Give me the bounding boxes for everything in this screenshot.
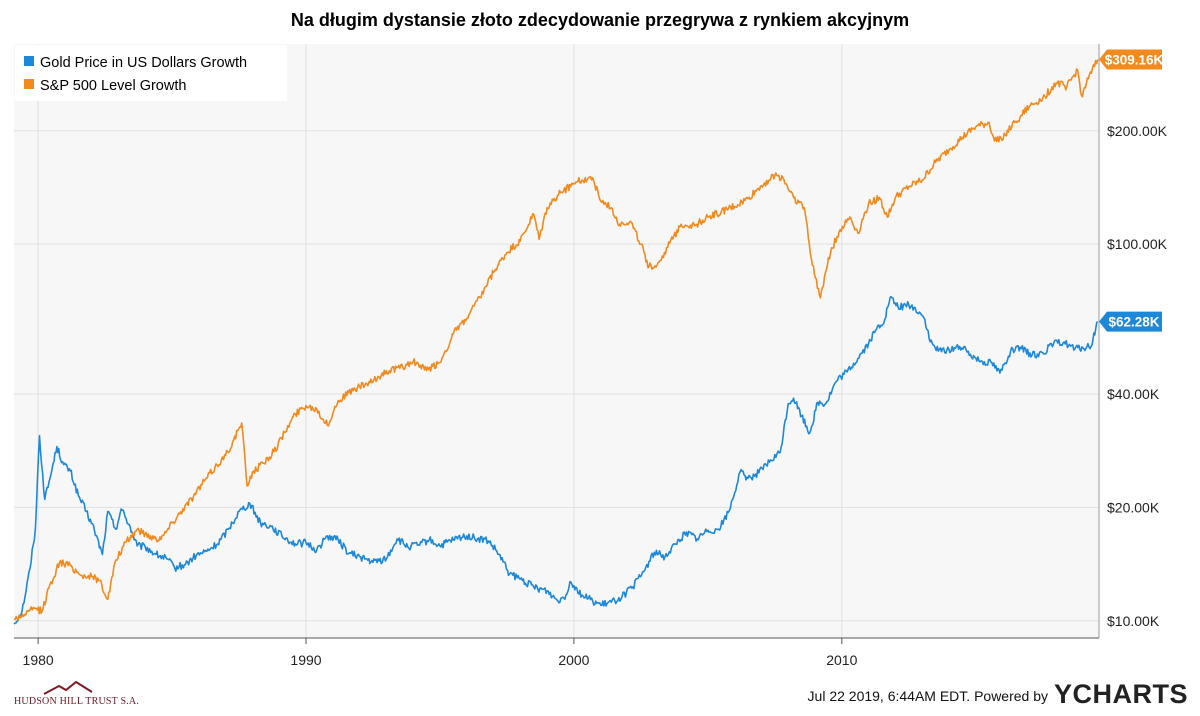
y-tick-label: $100.00K	[1107, 236, 1168, 252]
y-tick-label: $10.00K	[1107, 613, 1160, 629]
end-value-label-0: $62.28K	[1099, 311, 1162, 332]
y-tick-label: $200.00K	[1107, 123, 1168, 139]
series-line-1	[13, 59, 1099, 621]
logo-text: HUDSON HILL TRUST S.A.	[14, 696, 140, 707]
legend-label-gold: Gold Price in US Dollars Growth	[40, 55, 247, 71]
end-label-badge	[1099, 311, 1162, 332]
end-label-text: $309.16K	[1105, 53, 1164, 68]
y-axis-ticks: $10.00K $20.00K $40.00K $100.00K $200.00K	[1107, 123, 1168, 629]
x-tick-label: 1990	[290, 652, 321, 668]
y-tick-label: $40.00K	[1107, 386, 1160, 402]
grid	[14, 44, 1099, 638]
y-tick-label: $20.00K	[1107, 499, 1160, 515]
x-tick-label: 1980	[23, 652, 54, 668]
x-tick-label: 2000	[558, 652, 589, 668]
x-axis-ticks: 1980 1990 2000 2010	[23, 638, 858, 668]
legend: Gold Price in US Dollars Growth S&P 500 …	[15, 45, 287, 101]
axes	[14, 44, 1100, 639]
hudson-hill-logo: HUDSON HILL TRUST S.A.	[14, 678, 174, 712]
plot-area	[14, 44, 1099, 638]
x-tick-label: 2010	[826, 652, 857, 668]
series-lines	[13, 59, 1099, 625]
end-value-label-1: $309.16K	[1099, 49, 1164, 70]
footer-timestamp: Jul 22 2019, 6:44AM EDT. Powered by	[807, 688, 1048, 704]
end-labels: $62.28K $309.16K	[1099, 49, 1164, 332]
mountain-logo-icon	[43, 680, 93, 695]
ycharts-logo: YCHARTS	[1054, 679, 1189, 709]
legend-label-sp500: S&P 500 Level Growth	[40, 78, 186, 94]
end-label-text: $62.28K	[1108, 315, 1159, 330]
end-label-badge	[1099, 49, 1162, 70]
chart-title: Na długim dystansie złoto zdecydowanie p…	[290, 10, 910, 30]
legend-background	[15, 45, 287, 101]
legend-swatch-gold	[24, 56, 34, 66]
series-line-0	[13, 295, 1099, 625]
legend-swatch-sp500	[24, 79, 34, 89]
